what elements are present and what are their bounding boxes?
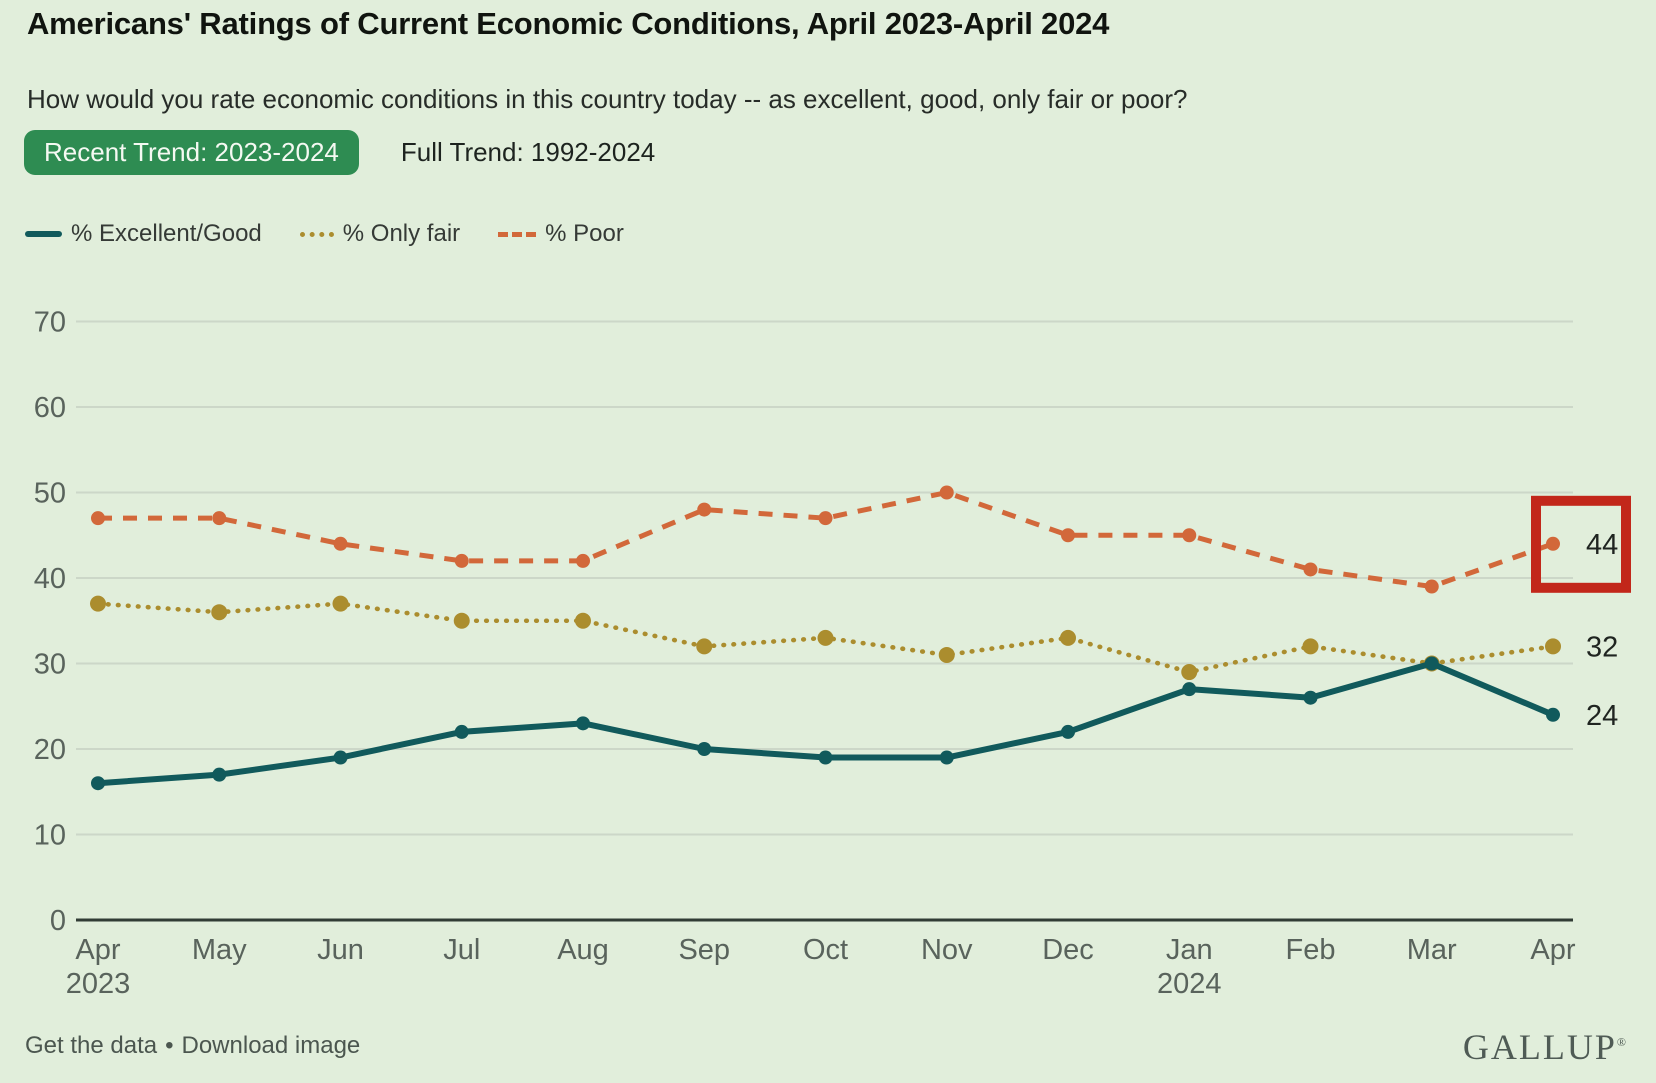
x-axis-month-label: Dec	[1042, 934, 1094, 966]
data-point-excellent-good[interactable]	[91, 776, 105, 791]
series-line-excellent-good	[97, 660, 1555, 787]
data-point-only-fair[interactable]	[90, 595, 106, 612]
data-point-poor[interactable]	[1061, 528, 1075, 543]
trend-tabs: Recent Trend: 2023-2024 Full Trend: 1992…	[24, 130, 655, 175]
x-axis-month-label: Aug	[557, 934, 609, 966]
gallup-logo: GALLUP®	[1462, 1027, 1626, 1067]
data-point-excellent-good[interactable]	[333, 750, 348, 765]
data-point-excellent-good[interactable]	[1546, 707, 1560, 722]
data-point-only-fair[interactable]	[817, 629, 834, 646]
page-title: Americans' Ratings of Current Economic C…	[27, 6, 1110, 41]
x-axis-month-label: Nov	[921, 934, 973, 966]
data-point-only-fair[interactable]	[696, 638, 713, 655]
y-axis-tick-label: 0	[50, 905, 66, 937]
x-axis-month-label: May	[192, 934, 247, 966]
data-point-poor[interactable]	[333, 536, 348, 551]
data-point-only-fair[interactable]	[1302, 638, 1319, 655]
data-point-excellent-good[interactable]	[697, 742, 712, 756]
data-point-excellent-good[interactable]	[939, 750, 954, 765]
data-point-only-fair[interactable]	[938, 646, 955, 663]
chart-legend: % Excellent/Good % Only fair % Poor	[25, 220, 624, 248]
x-axis-month-label: Mar	[1407, 934, 1457, 966]
data-point-only-fair[interactable]	[1060, 629, 1076, 646]
data-point-excellent-good[interactable]	[212, 767, 227, 782]
data-point-excellent-good[interactable]	[818, 750, 833, 765]
footer-separator: •	[165, 1032, 174, 1059]
y-axis-tick-label: 10	[34, 820, 66, 852]
x-axis-month-label: Jul	[443, 934, 480, 966]
y-axis-tick-label: 40	[34, 563, 66, 595]
data-point-poor[interactable]	[939, 485, 954, 500]
y-axis-tick-label: 30	[34, 649, 66, 681]
registered-mark: ®	[1616, 1035, 1626, 1049]
x-axis-month-label: Apr	[1530, 934, 1575, 966]
data-point-poor[interactable]	[1182, 528, 1197, 543]
series-end-label-only-fair: 32	[1586, 631, 1618, 663]
x-axis-year-label: 2024	[1157, 968, 1222, 1000]
data-point-only-fair[interactable]	[1181, 664, 1198, 681]
legend-item-excellent-good[interactable]: % Excellent/Good	[25, 220, 262, 248]
data-point-poor[interactable]	[1424, 579, 1439, 594]
x-axis-month-label: Feb	[1286, 934, 1336, 966]
data-point-poor[interactable]	[454, 553, 469, 568]
data-point-excellent-good[interactable]	[576, 716, 590, 731]
legend-label: % Poor	[545, 220, 624, 247]
series-line-poor	[98, 490, 1554, 590]
data-point-only-fair[interactable]	[575, 612, 591, 629]
dashed-line-swatch-icon	[498, 231, 537, 237]
legend-label: % Only fair	[342, 220, 461, 247]
get-the-data-link[interactable]: Get the data	[25, 1032, 158, 1059]
highlight-box	[1531, 495, 1631, 593]
x-axis-month-label: Oct	[803, 934, 848, 966]
data-point-excellent-good[interactable]	[1182, 682, 1197, 697]
download-image-link[interactable]: Download image	[181, 1032, 361, 1059]
y-axis-tick-label: 50	[34, 478, 66, 510]
x-axis-month-label: Apr	[75, 934, 120, 966]
survey-question: How would you rate economic conditions i…	[27, 84, 1188, 114]
x-axis-year-label: 2023	[66, 968, 131, 1000]
data-point-poor[interactable]	[576, 553, 590, 568]
data-point-poor[interactable]	[1546, 536, 1560, 551]
legend-item-only-fair[interactable]: % Only fair	[299, 220, 461, 248]
y-axis-tick-label: 60	[34, 392, 66, 424]
data-point-excellent-good[interactable]	[454, 724, 469, 739]
data-point-excellent-good[interactable]	[1303, 690, 1318, 705]
data-point-poor[interactable]	[212, 511, 227, 526]
data-point-only-fair[interactable]	[453, 612, 470, 629]
x-axis-month-label: Jun	[317, 934, 364, 966]
series-end-label-excellent-good: 24	[1586, 700, 1618, 732]
tab-recent-trend[interactable]: Recent Trend: 2023-2024	[24, 130, 359, 175]
data-point-only-fair[interactable]	[211, 604, 228, 621]
x-axis-month-label: Jan	[1166, 934, 1213, 966]
data-point-excellent-good[interactable]	[1061, 724, 1075, 739]
data-point-poor[interactable]	[697, 502, 712, 517]
data-point-poor[interactable]	[91, 511, 105, 526]
data-point-poor[interactable]	[818, 511, 833, 526]
data-point-poor[interactable]	[1303, 562, 1318, 577]
legend-label: % Excellent/Good	[71, 220, 262, 247]
dotted-line-swatch-icon	[299, 231, 334, 237]
legend-item-poor[interactable]: % Poor	[498, 220, 624, 248]
y-axis-tick-label: 70	[34, 307, 66, 339]
x-axis-month-label: Sep	[678, 934, 730, 966]
data-point-excellent-good[interactable]	[1424, 656, 1439, 671]
footer: Get the data • Download image	[25, 1032, 360, 1060]
data-point-only-fair[interactable]	[332, 595, 349, 612]
series-end-label-poor: 44	[1586, 529, 1618, 561]
solid-line-swatch-icon	[25, 231, 62, 237]
data-point-only-fair[interactable]	[1545, 638, 1561, 655]
y-axis-tick-label: 20	[34, 734, 66, 766]
tab-full-trend[interactable]: Full Trend: 1992-2024	[400, 137, 656, 167]
